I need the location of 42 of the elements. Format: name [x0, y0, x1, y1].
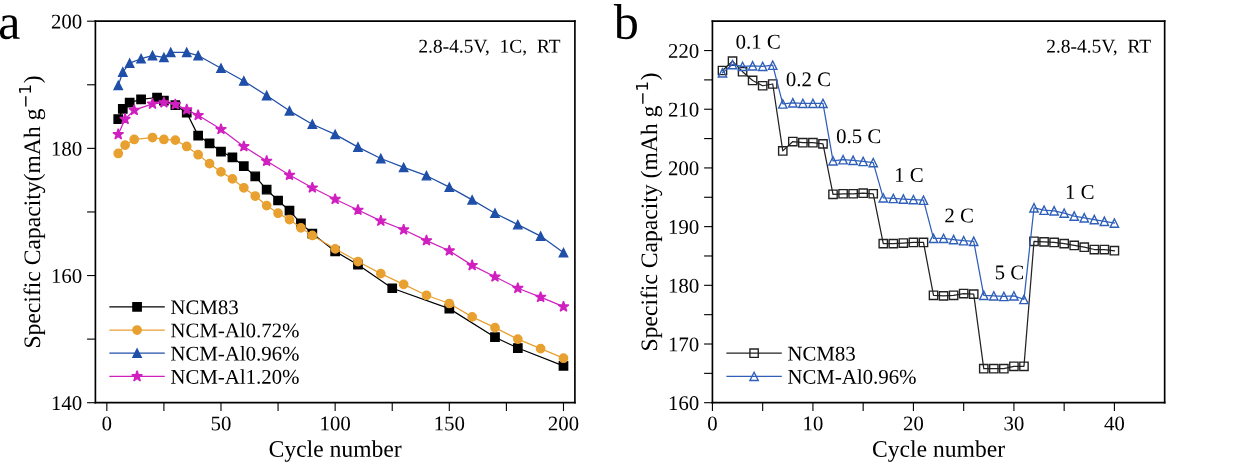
legend-label: NCM-Al0.96% — [788, 369, 916, 384]
legend-label: NCM-Al1.20% — [171, 369, 299, 384]
y-tick-label: 210 — [668, 102, 699, 117]
x-tick-label: 0 — [708, 416, 717, 431]
x-tick-label: 30 — [1004, 416, 1024, 431]
annotation: 2.8-4.5V, RT — [1047, 39, 1151, 56]
y-tick-label: 180 — [52, 141, 82, 156]
annotation: 0.1 C — [736, 34, 780, 49]
y-tick-label: 160 — [669, 396, 699, 411]
annotation: 0.2 C — [786, 72, 830, 87]
y-axis-title: Specific Capacity(mAh g$^{−1}$) — [18, 76, 46, 347]
y-tick-label: 190 — [669, 220, 699, 235]
y-tick-label: 180 — [669, 278, 699, 293]
legend-label: NCM83 — [171, 300, 238, 315]
y-tick-label: 220 — [668, 43, 699, 58]
x-tick-label: 20 — [903, 416, 924, 431]
x-axis-title: Cycle number — [269, 440, 402, 462]
y-tick-label: 140 — [52, 396, 82, 411]
y-tick-label: 200 — [668, 161, 699, 176]
annotation: 1 C — [896, 168, 923, 183]
annotation: 5 C — [995, 265, 1024, 280]
x-tick-label: 200 — [548, 416, 579, 431]
x-axis-title: Cycle number — [872, 440, 1005, 462]
y-tick-label: 170 — [669, 337, 699, 352]
annotation: 2.8-4.5V, 1C, RT — [419, 39, 561, 56]
y-tick-label: 200 — [51, 14, 82, 29]
x-tick-label: 0 — [102, 416, 112, 431]
legend-label: NCM83 — [788, 346, 855, 361]
annotation: 0.5 C — [836, 129, 881, 144]
x-tick-label: 150 — [435, 416, 465, 431]
annotation: 2 C — [945, 208, 973, 223]
x-tick-label: 10 — [804, 416, 823, 431]
legend-label: NCM-Al0.96% — [171, 346, 299, 361]
annotation: 1 C — [1066, 185, 1094, 200]
legend-label: NCM-Al0.72% — [171, 322, 299, 338]
y-axis-title: Specific Capacity (mAh g$^{−1}$) — [635, 73, 663, 350]
x-tick-label: 40 — [1104, 416, 1125, 431]
x-tick-label: 50 — [211, 416, 231, 431]
y-tick-label: 160 — [52, 268, 82, 283]
text: a — [0, 15, 20, 40]
x-tick-label: 100 — [321, 416, 350, 431]
text: b — [613, 4, 637, 40]
